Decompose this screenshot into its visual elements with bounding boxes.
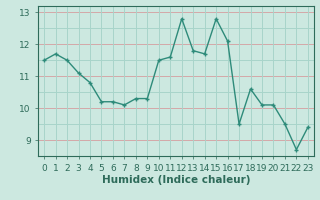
X-axis label: Humidex (Indice chaleur): Humidex (Indice chaleur) [102, 175, 250, 185]
